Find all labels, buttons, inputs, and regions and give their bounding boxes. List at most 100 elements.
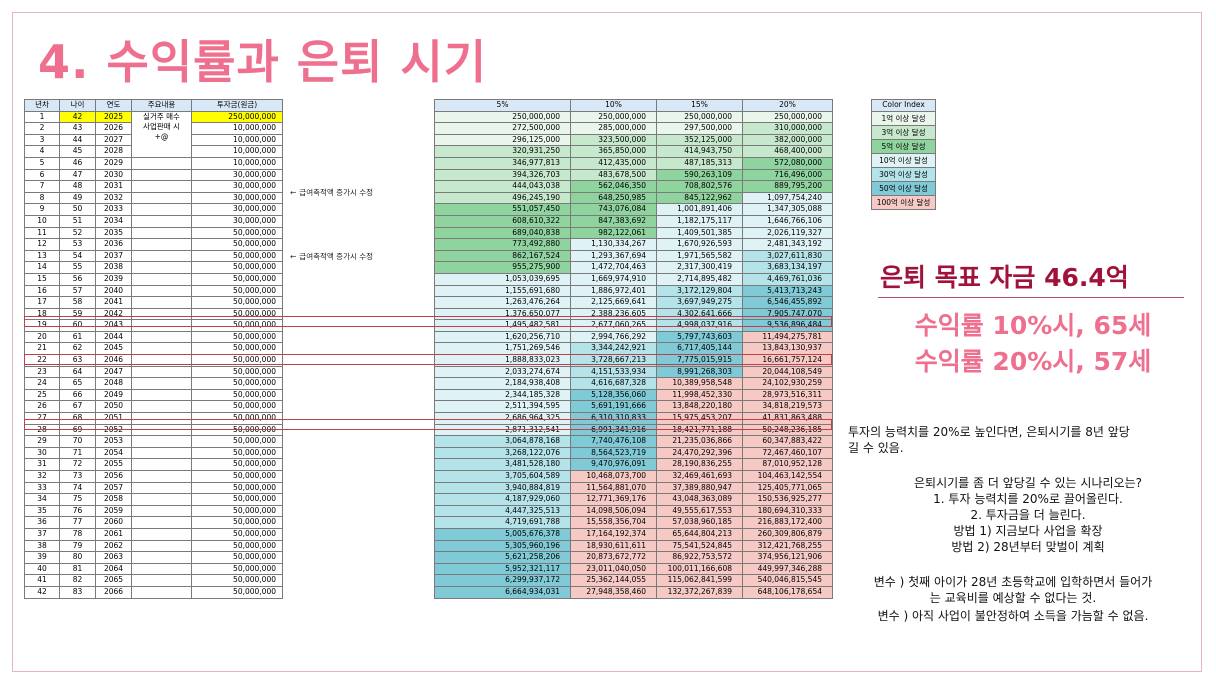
cell-principal: 50,000,000 (191, 412, 283, 425)
method-1: 방법 1) 지금보다 사업을 확장 (953, 524, 1103, 538)
cell-balance: 43,048,363,089 (656, 493, 743, 506)
cell-balance: 412,435,000 (570, 156, 657, 170)
cell-balance: 11,494,275,781 (742, 330, 833, 344)
cell-age: 57 (59, 284, 96, 298)
cell-balance: 2,677,060,265 (570, 319, 657, 332)
cell-age: 64 (59, 365, 96, 379)
cell-year: 2050 (95, 400, 132, 414)
cell-balance: 20,044,108,549 (742, 365, 833, 379)
cell-age: 47 (59, 168, 96, 182)
cell-balance: 382,000,000 (742, 133, 833, 147)
cell-year-index: 24 (24, 377, 60, 390)
cell-year: 2062 (95, 539, 132, 553)
cell-principal: 30,000,000 (191, 203, 283, 216)
cell-balance: 496,245,190 (434, 191, 571, 205)
cell-principal: 50,000,000 (191, 516, 283, 529)
cell-year: 2041 (95, 296, 132, 309)
cell-age: 71 (59, 446, 96, 460)
cell-balance: 13,843,130,937 (742, 342, 833, 356)
cell-year: 2059 (95, 504, 132, 518)
cell-year: 2031 (95, 180, 132, 193)
cell-age: 68 (59, 412, 96, 425)
table-row: 28 69 2052 50,000,000 (24, 423, 283, 437)
cell-balance: 3,683,134,197 (742, 261, 833, 274)
cell-principal: 50,000,000 (191, 527, 283, 541)
cell-balance: 3,064,878,168 (434, 435, 571, 448)
cell-balance: 13,848,220,180 (656, 400, 743, 414)
header-description: 주요내용 (131, 99, 192, 112)
cell-year-index: 38 (24, 539, 60, 553)
cell-year-index: 2 (24, 122, 60, 135)
slide-frame (12, 12, 1202, 672)
header-5pct: 5% (434, 99, 571, 112)
cell-year-index: 34 (24, 493, 60, 506)
table-row: 955,275,900 1,472,704,463 2,317,300,419 3,6… (434, 261, 833, 274)
cell-description (131, 214, 192, 228)
cell-balance: 2,871,312,541 (434, 423, 571, 437)
cell-balance: 24,102,930,259 (742, 377, 833, 390)
cell-age: 74 (59, 481, 96, 495)
cell-age: 73 (59, 470, 96, 483)
cell-balance: 14,098,506,094 (570, 504, 657, 518)
cell-description (131, 516, 192, 529)
cell-age: 51 (59, 214, 96, 228)
cell-year-index: 42 (24, 585, 60, 599)
cell-description (131, 180, 192, 193)
cell-balance: 4,469,761,036 (742, 272, 833, 286)
cell-balance: 27,948,358,460 (570, 585, 657, 599)
cell-year: 2039 (95, 272, 132, 286)
table-row: 7 48 2031 30,000,000 (24, 180, 283, 193)
cell-description (131, 191, 192, 205)
cell-balance: 3,940,884,819 (434, 481, 571, 495)
cell-balance: 100,011,166,608 (656, 562, 743, 576)
cell-balance: 1,001,891,406 (656, 203, 743, 216)
cell-balance: 11,998,452,330 (656, 388, 743, 402)
cell-balance: 608,610,322 (434, 214, 571, 228)
cell-balance: 1,751,269,546 (434, 342, 571, 356)
cell-description (131, 330, 192, 344)
cell-balance: 310,000,000 (742, 122, 833, 135)
cell-year-index: 15 (24, 272, 60, 286)
cell-principal: 50,000,000 (191, 481, 283, 495)
cell-balance: 3,172,129,804 (656, 284, 743, 298)
table-row: 862,167,524 1,293,367,694 1,971,565,582 3,0… (434, 249, 833, 263)
cell-principal: 10,000,000 (191, 156, 283, 170)
table-row: 12 53 2036 50,000,000 (24, 238, 283, 251)
cell-year: 2036 (95, 238, 132, 251)
cell-age: 52 (59, 226, 96, 240)
table-row: 42 83 2066 50,000,000 (24, 585, 283, 599)
table-row: 17 58 2041 50,000,000 (24, 296, 283, 309)
table-row: 1 42 2025 실거주 매수 사업판매 시 +@ 250,000,000 (24, 110, 283, 158)
cell-description (131, 435, 192, 448)
cell-balance: 260,309,806,879 (742, 527, 833, 541)
cell-age: 53 (59, 238, 96, 251)
cell-description (131, 458, 192, 471)
slide-title: 4. 수익률과 은퇴 시기 (38, 35, 488, 89)
cell-year: 2047 (95, 365, 132, 379)
cell-year-index: 3 (24, 133, 60, 147)
cell-year-index: 6 (24, 168, 60, 182)
cell-balance: 1,409,501,385 (656, 226, 743, 240)
cell-principal: 50,000,000 (191, 574, 283, 587)
cell-year-index: 36 (24, 516, 60, 529)
cell-year-index: 1 (24, 110, 60, 124)
cell-principal: 50,000,000 (191, 539, 283, 553)
cell-age: 82 (59, 574, 96, 587)
cell-balance: 8,564,523,719 (570, 446, 657, 460)
cell-year: 2057 (95, 481, 132, 495)
cell-age: 46 (59, 156, 96, 170)
cell-balance: 483,678,500 (570, 168, 657, 182)
cell-principal: 50,000,000 (191, 585, 283, 599)
cell-age: 54 (59, 249, 96, 263)
table-row: 250,000,000 250,000,000 250,000,000 250,000… (434, 110, 833, 124)
cell-description (131, 284, 192, 298)
cell-year: 2052 (95, 423, 132, 437)
cell-balance: 6,991,341,916 (570, 423, 657, 437)
cell-year: 2026 (95, 122, 132, 135)
cell-balance: 25,362,144,055 (570, 574, 657, 587)
cell-balance: 5,305,960,196 (434, 539, 571, 553)
cell-balance: 955,275,900 (434, 261, 571, 274)
cell-balance: 17,164,192,374 (570, 527, 657, 541)
cell-balance: 5,797,743,603 (656, 330, 743, 344)
cell-balance: 1,620,256,710 (434, 330, 571, 344)
